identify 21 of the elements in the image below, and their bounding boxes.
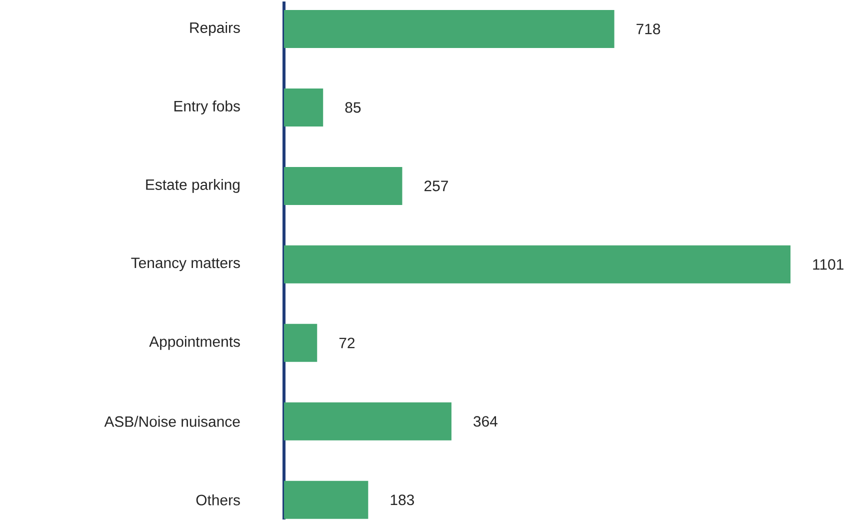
- bar: [284, 324, 318, 362]
- bar: [284, 245, 790, 284]
- y-tick-label: Others: [196, 494, 240, 506]
- bar: [284, 166, 402, 205]
- data-label: 183: [390, 494, 414, 505]
- y-tick-label: Repairs: [190, 22, 240, 36]
- bar: [284, 480, 368, 519]
- y-tick-label: ASB/Noise nuisance: [104, 416, 240, 427]
- y-tick-label: Tenancy matters: [131, 257, 240, 271]
- y-tick-label: Appointments: [149, 336, 240, 350]
- bar: [284, 402, 452, 440]
- data-label: 364: [474, 416, 498, 426]
- data-label: 85: [345, 102, 361, 112]
- y-tick-label: Entry fobs: [174, 100, 240, 114]
- data-label: 72: [339, 337, 355, 348]
- y-tick-label: Estate parking: [146, 178, 240, 193]
- bar: [284, 88, 324, 126]
- data-label: 257: [424, 180, 448, 191]
- bar: [284, 10, 614, 48]
- data-label: 1101: [813, 258, 844, 270]
- data-label: 718: [636, 23, 660, 34]
